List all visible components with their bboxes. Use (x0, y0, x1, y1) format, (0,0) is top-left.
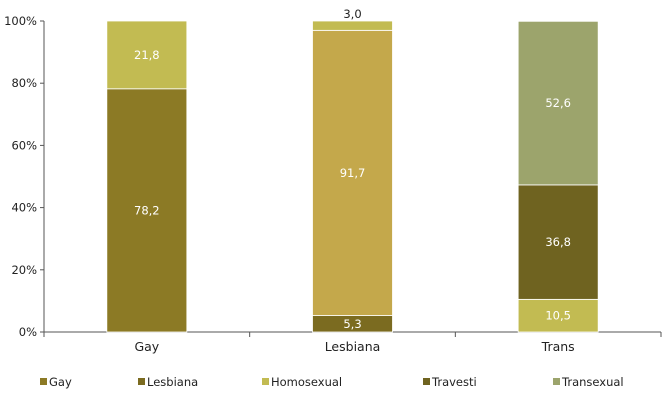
legend-label: Lesbiana (147, 375, 198, 389)
y-tick-label: 80% (11, 76, 37, 90)
data-label: 91,7 (340, 166, 366, 180)
data-label: 21,8 (134, 48, 160, 62)
y-tick-label: 100% (4, 14, 37, 28)
bar-segment (312, 20, 393, 31)
y-axis: 0% 20% 40% 60% 80% 100% (4, 14, 45, 339)
data-labels: 78,2 21,8 5,3 91,7 3,0 10,5 36,8 52,6 (134, 7, 571, 331)
y-tick-label: 20% (11, 263, 37, 277)
bars (106, 20, 599, 333)
legend-swatch (138, 378, 145, 385)
data-label: 78,2 (134, 203, 160, 217)
x-category-label: Gay (134, 339, 159, 354)
bar-segment (106, 20, 188, 90)
bar-segment (106, 88, 188, 333)
legend-swatch (553, 378, 560, 385)
bar-segment (517, 20, 599, 186)
legend-label: Transexual (561, 375, 624, 389)
legend-label: Gay (49, 375, 72, 389)
data-label: 3,0 (343, 7, 361, 21)
data-label: 52,6 (545, 96, 571, 110)
data-label: 36,8 (545, 235, 571, 249)
legend-item: Gay (40, 375, 72, 389)
y-tick-label: 60% (11, 138, 37, 152)
legend-swatch (40, 378, 47, 385)
x-axis: Gay Lesbiana Trans (43, 331, 662, 354)
legend-item: Homosexual (262, 375, 342, 389)
data-label: 10,5 (545, 309, 571, 323)
legend: Gay Lesbiana Homosexual Travesti Transexual (40, 375, 624, 389)
data-label: 5,3 (343, 317, 361, 331)
x-category-label: Lesbiana (325, 339, 381, 354)
y-tick-label: 0% (19, 325, 37, 339)
legend-label: Travesti (431, 375, 477, 389)
bar-segment (312, 29, 393, 316)
y-tick-label: 40% (11, 201, 37, 215)
x-category-label: Trans (541, 339, 575, 354)
legend-label: Homosexual (271, 375, 342, 389)
legend-item: Travesti (423, 375, 477, 389)
legend-swatch (262, 378, 269, 385)
legend-item: Lesbiana (138, 375, 198, 389)
legend-item: Transexual (553, 375, 624, 389)
legend-swatch (423, 378, 430, 385)
